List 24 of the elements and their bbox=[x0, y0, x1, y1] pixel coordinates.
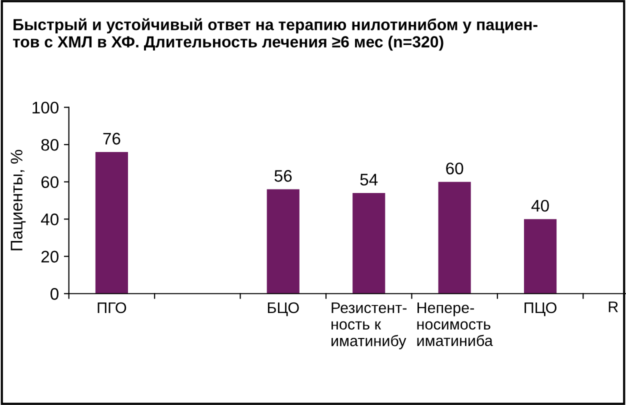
bar bbox=[95, 152, 128, 294]
chart-title: Быстрый и устойчивый ответ на терапию нилотинибом у пациен- тов с ХМЛ в ХФ. Длительность лечения ≥6 мес (n=320) bbox=[12, 18, 538, 51]
y-tick-label: 40 bbox=[40, 214, 58, 226]
x-tick-label: ПГО bbox=[98, 302, 126, 314]
x-tick-label: Непере- носимость иматиниба bbox=[417, 302, 493, 346]
data-label: 76 bbox=[103, 132, 120, 145]
y-axis-title: Пациенты, % bbox=[10, 150, 26, 250]
data-label: 40 bbox=[531, 200, 549, 212]
y-tick-label: 0 bbox=[50, 288, 58, 300]
text: R bbox=[608, 302, 618, 312]
x-tick-label: БЦО bbox=[268, 302, 299, 316]
bar bbox=[352, 193, 386, 294]
bar bbox=[266, 189, 300, 294]
x-tick-label: Резистент- ность к иматинибу bbox=[332, 302, 407, 350]
y-tick-label: 80 bbox=[41, 138, 58, 151]
data-label: 60 bbox=[446, 162, 464, 174]
data-label: 56 bbox=[274, 170, 292, 182]
y-tick-label: 20 bbox=[41, 250, 58, 263]
bar bbox=[438, 182, 471, 294]
x-tick-label: ПЦО bbox=[524, 302, 556, 316]
data-label: 54 bbox=[360, 174, 378, 186]
y-tick-label: 60 bbox=[41, 176, 58, 188]
bar bbox=[524, 219, 557, 294]
y-tick-label: 100 bbox=[32, 102, 58, 114]
